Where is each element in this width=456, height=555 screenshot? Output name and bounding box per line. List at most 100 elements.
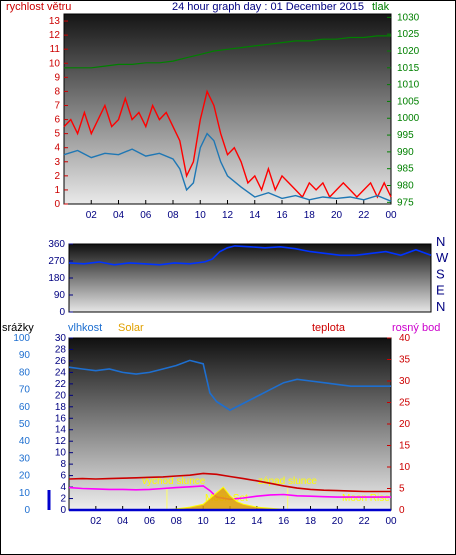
humidity-line [68, 359, 391, 412]
humidity-tick-label: 12 [55, 436, 67, 447]
moonrise-annotation: Moon Rise [342, 493, 390, 504]
pressure-tick-label: 980 [397, 181, 414, 192]
pressure-tick-label: 995 [397, 130, 414, 141]
direction-tick-label: 270 [48, 256, 65, 267]
wind-tick-label: 10 [49, 58, 61, 69]
wind-direction-line [68, 245, 432, 266]
direction-tick-label: 360 [48, 239, 65, 250]
panel-direction-background [68, 243, 432, 313]
rain-tick-label: 80 [19, 367, 31, 378]
humidity-tick-label: 8 [60, 459, 66, 470]
rain-tick-label: 40 [19, 436, 31, 447]
sunset-annotation: západ slunce [258, 476, 317, 487]
x-tick-label: 16 [278, 516, 290, 527]
wind-tick-label: 8 [54, 86, 60, 97]
wind-tick-label: 13 [49, 16, 61, 27]
temperature-tick-label: 20 [399, 419, 411, 430]
wind-tick-label: 6 [54, 115, 60, 126]
wind-tick-label: 11 [50, 44, 61, 55]
temperature-tick-label: 30 [399, 376, 411, 387]
humidity-axis-label: vlhkost [68, 322, 102, 334]
humidity-tick-label: 14 [55, 425, 67, 436]
temperature-tick-label: 25 [399, 398, 411, 409]
pressure-tick-label: 1030 [397, 12, 420, 23]
x-tick-label: 18 [305, 516, 317, 527]
x-tick-label: 10 [195, 210, 207, 221]
wind-tick-label: 9 [54, 72, 60, 83]
humidity-tick-label: 18 [55, 402, 67, 413]
direction-tick-label: 180 [48, 273, 65, 284]
wind-tick-label: 4 [54, 143, 60, 154]
rain-tick-label: 30 [19, 453, 31, 464]
temperature-tick-label: 35 [399, 355, 411, 366]
rain-tick-label: 70 [19, 385, 31, 396]
x-tick-label: 06 [140, 210, 152, 221]
pressure-tick-label: 1005 [397, 96, 420, 107]
temperature-tick-label: 5 [399, 484, 405, 495]
x-tick-label: 20 [331, 210, 343, 221]
rain-tick-label: 10 [19, 488, 31, 499]
x-tick-label: 12 [222, 210, 234, 221]
pressure-axis-label: tlak [372, 1, 390, 13]
rain-tick-label: 20 [19, 471, 31, 482]
humidity-tick-label: 24 [55, 367, 67, 378]
humidity-tick-label: 16 [55, 413, 67, 424]
compass-label: N [436, 234, 445, 249]
pressure-tick-label: 975 [397, 197, 414, 208]
compass-label: S [436, 266, 445, 281]
wind-tick-label: 0 [54, 199, 60, 210]
x-tick-label: 08 [171, 516, 183, 527]
direction-tick-label: 90 [54, 290, 66, 301]
wind-tick-label: 7 [54, 100, 60, 111]
rain-tick-label: 50 [19, 419, 31, 430]
rain-axis-label: srážky [2, 322, 34, 334]
compass-label: N [436, 299, 445, 314]
humidity-tick-label: 22 [55, 379, 67, 390]
temperature-tick-label: 10 [399, 462, 411, 473]
x-tick-label: 04 [113, 210, 125, 221]
temperature-axis-label: teplota [312, 322, 346, 334]
x-tick-label: 20 [332, 516, 344, 527]
humidity-tick-label: 30 [55, 333, 67, 344]
sunrise-annotation: východ slunce [142, 476, 206, 487]
x-tick-label: 00 [385, 516, 397, 527]
wind-tick-label: 1 [54, 185, 60, 196]
wind-speed-line [63, 132, 392, 202]
temperature-tick-label: 0 [399, 505, 405, 516]
x-tick-label: 04 [117, 516, 129, 527]
pressure-tick-label: 1000 [397, 113, 420, 124]
x-tick-label: 16 [276, 210, 288, 221]
panel-wind-background [63, 13, 392, 205]
x-tick-label: 18 [304, 210, 316, 221]
pressure-tick-label: 1010 [397, 80, 420, 91]
x-tick-label: 14 [249, 210, 261, 221]
humidity-tick-label: 4 [60, 482, 66, 493]
temperature-tick-label: 15 [399, 441, 411, 452]
pressure-tick-label: 1015 [397, 63, 420, 74]
pressure-tick-label: 1020 [397, 46, 420, 57]
humidity-tick-label: 2 [60, 494, 66, 505]
pressure-tick-label: 1025 [397, 29, 420, 40]
x-tick-label: 22 [358, 210, 370, 221]
pressure-tick-label: 990 [397, 147, 414, 158]
dewpoint-axis-label: rosný bod [392, 322, 440, 334]
wind-speed-axis-label: rychlost větru [6, 1, 71, 13]
temperature-tick-label: 40 [399, 333, 411, 344]
pressure-tick-label: 985 [397, 164, 414, 175]
x-tick-label: 02 [86, 210, 98, 221]
direction-tick-label: 0 [59, 307, 65, 318]
rain-tick-label: 90 [19, 350, 31, 361]
compass-label: W [436, 250, 449, 265]
wind-tick-label: 5 [54, 129, 60, 140]
x-tick-label: 06 [144, 516, 156, 527]
x-tick-label: 02 [90, 516, 102, 527]
humidity-tick-label: 28 [55, 344, 67, 355]
graph-title: 24 hour graph day : 01 December 2015 [172, 1, 364, 13]
x-tick-label: 14 [251, 516, 263, 527]
solar-axis-label: Solar [118, 322, 144, 334]
humidity-tick-label: 10 [55, 448, 67, 459]
rain-tick-label: 100 [13, 333, 30, 344]
wind-tick-label: 3 [54, 157, 60, 168]
wind-tick-label: 2 [54, 171, 60, 182]
humidity-tick-label: 6 [60, 471, 66, 482]
